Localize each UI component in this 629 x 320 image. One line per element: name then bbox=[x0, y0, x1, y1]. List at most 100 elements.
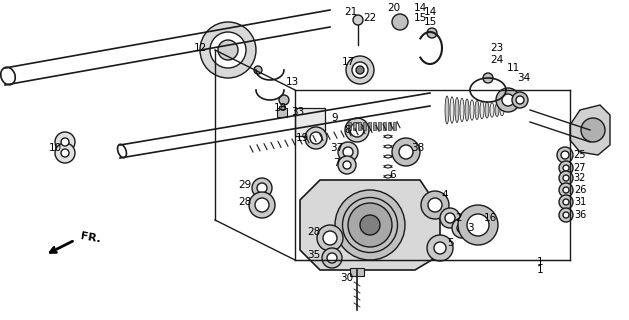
Text: 22: 22 bbox=[364, 13, 377, 23]
FancyBboxPatch shape bbox=[383, 122, 386, 130]
Circle shape bbox=[356, 66, 364, 74]
Text: 1: 1 bbox=[537, 265, 543, 275]
Ellipse shape bbox=[480, 101, 484, 119]
Text: 24: 24 bbox=[491, 55, 504, 65]
Ellipse shape bbox=[495, 103, 499, 116]
Circle shape bbox=[346, 56, 374, 84]
Text: 9: 9 bbox=[331, 113, 338, 123]
Circle shape bbox=[561, 151, 569, 159]
Circle shape bbox=[345, 118, 369, 142]
Text: 32: 32 bbox=[574, 173, 586, 183]
Ellipse shape bbox=[455, 98, 459, 123]
Text: 36: 36 bbox=[574, 210, 586, 220]
Text: 25: 25 bbox=[574, 150, 586, 160]
Circle shape bbox=[392, 138, 420, 166]
Circle shape bbox=[254, 66, 262, 74]
Circle shape bbox=[563, 165, 569, 171]
Polygon shape bbox=[300, 180, 440, 270]
Circle shape bbox=[61, 138, 69, 146]
FancyBboxPatch shape bbox=[348, 122, 351, 130]
Circle shape bbox=[338, 142, 358, 162]
Ellipse shape bbox=[118, 144, 126, 158]
Circle shape bbox=[343, 161, 351, 169]
Ellipse shape bbox=[445, 96, 449, 124]
Circle shape bbox=[559, 161, 573, 175]
Circle shape bbox=[427, 235, 453, 261]
Circle shape bbox=[352, 62, 368, 78]
Circle shape bbox=[581, 118, 605, 142]
Text: 13: 13 bbox=[286, 77, 299, 87]
Circle shape bbox=[445, 213, 455, 223]
Circle shape bbox=[512, 92, 528, 108]
Circle shape bbox=[559, 195, 573, 209]
Text: 27: 27 bbox=[574, 163, 586, 173]
Text: 31: 31 bbox=[574, 197, 586, 207]
Circle shape bbox=[55, 132, 75, 152]
Text: 23: 23 bbox=[491, 43, 504, 53]
Text: 15: 15 bbox=[423, 17, 437, 27]
Text: 33: 33 bbox=[291, 107, 304, 117]
Text: 20: 20 bbox=[387, 3, 401, 13]
Polygon shape bbox=[570, 105, 610, 155]
Circle shape bbox=[327, 253, 337, 263]
Text: 21: 21 bbox=[344, 7, 358, 17]
Circle shape bbox=[434, 242, 446, 254]
Text: 12: 12 bbox=[193, 43, 206, 53]
FancyBboxPatch shape bbox=[378, 122, 381, 130]
Text: 19: 19 bbox=[296, 133, 309, 143]
Circle shape bbox=[343, 147, 353, 157]
Text: 6: 6 bbox=[390, 170, 396, 180]
FancyBboxPatch shape bbox=[368, 122, 371, 130]
Circle shape bbox=[353, 15, 363, 25]
FancyBboxPatch shape bbox=[350, 268, 364, 276]
Text: 15: 15 bbox=[413, 13, 426, 23]
Circle shape bbox=[338, 156, 356, 174]
Circle shape bbox=[210, 32, 246, 68]
Text: 35: 35 bbox=[308, 250, 321, 260]
Text: 28: 28 bbox=[238, 197, 252, 207]
Text: 2: 2 bbox=[455, 213, 462, 223]
Circle shape bbox=[559, 208, 573, 222]
Text: 16: 16 bbox=[483, 213, 497, 223]
Circle shape bbox=[257, 183, 267, 193]
Circle shape bbox=[563, 187, 569, 193]
Circle shape bbox=[305, 127, 327, 149]
Text: 10: 10 bbox=[48, 143, 62, 153]
Ellipse shape bbox=[460, 98, 464, 122]
Ellipse shape bbox=[1, 67, 15, 85]
Text: 37: 37 bbox=[330, 143, 343, 153]
Text: FR.: FR. bbox=[80, 231, 102, 245]
Circle shape bbox=[452, 218, 472, 238]
Circle shape bbox=[200, 22, 256, 78]
Circle shape bbox=[399, 145, 413, 159]
FancyBboxPatch shape bbox=[353, 122, 356, 130]
FancyBboxPatch shape bbox=[388, 122, 391, 130]
Circle shape bbox=[310, 132, 322, 144]
Circle shape bbox=[427, 28, 437, 38]
Circle shape bbox=[457, 223, 467, 233]
Text: 5: 5 bbox=[447, 238, 454, 248]
FancyBboxPatch shape bbox=[358, 122, 361, 130]
Circle shape bbox=[559, 183, 573, 197]
Circle shape bbox=[421, 191, 449, 219]
Circle shape bbox=[440, 208, 460, 228]
Ellipse shape bbox=[475, 100, 479, 119]
Circle shape bbox=[428, 198, 442, 212]
Text: 8: 8 bbox=[345, 125, 352, 135]
Text: 1: 1 bbox=[537, 257, 543, 267]
Circle shape bbox=[255, 198, 269, 212]
Text: 18: 18 bbox=[274, 103, 287, 113]
Ellipse shape bbox=[450, 97, 454, 123]
Text: 34: 34 bbox=[518, 73, 531, 83]
Text: 3: 3 bbox=[467, 223, 473, 233]
FancyBboxPatch shape bbox=[393, 122, 396, 130]
Circle shape bbox=[516, 96, 524, 104]
Text: 38: 38 bbox=[411, 143, 425, 153]
Circle shape bbox=[252, 178, 272, 198]
Circle shape bbox=[557, 147, 573, 163]
Circle shape bbox=[323, 231, 337, 245]
FancyBboxPatch shape bbox=[295, 108, 325, 136]
Text: 11: 11 bbox=[506, 63, 520, 73]
Circle shape bbox=[317, 225, 343, 251]
Circle shape bbox=[55, 143, 75, 163]
